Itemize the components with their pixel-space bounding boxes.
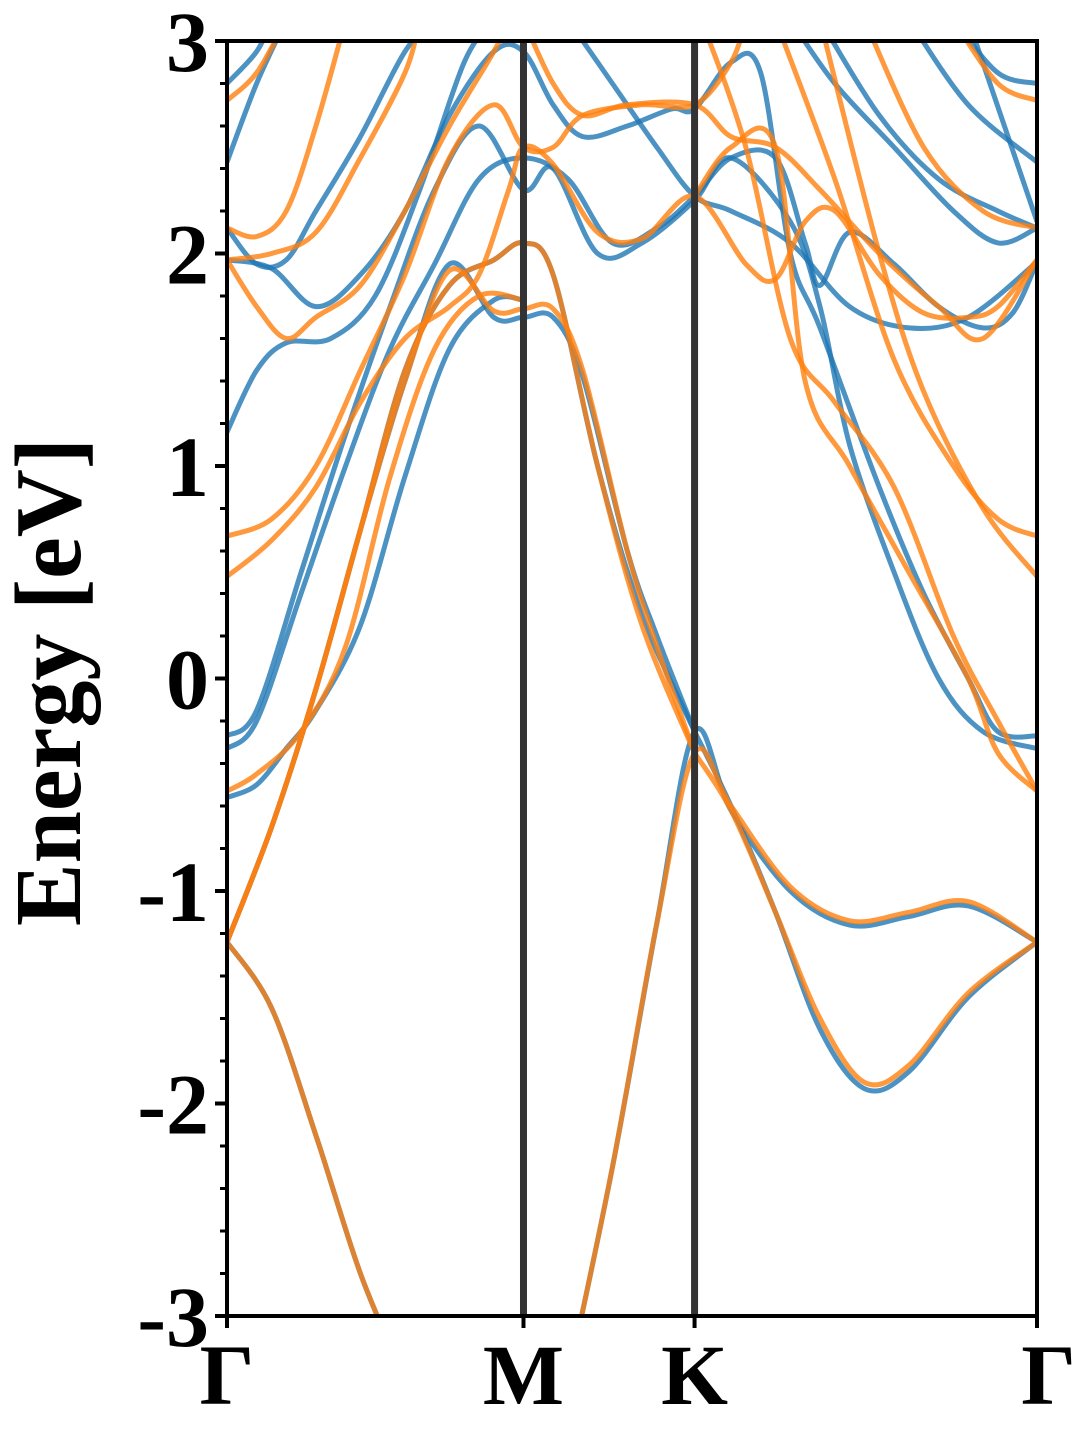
band-line xyxy=(227,41,479,434)
band-line xyxy=(780,41,1037,539)
series-a xyxy=(227,41,1037,1316)
band-line xyxy=(227,41,266,86)
y-tick-label: 2 xyxy=(166,207,209,303)
x-tick-label-Γ: Γ xyxy=(200,1327,255,1423)
bands-layer xyxy=(227,41,1037,1316)
y-tick-label: 1 xyxy=(166,419,209,515)
band-line xyxy=(706,41,1037,793)
band-line xyxy=(966,41,1037,86)
band-line xyxy=(227,41,743,539)
band-line xyxy=(579,41,1037,331)
band-line xyxy=(964,41,1037,103)
band-line xyxy=(227,41,279,103)
y-tick-label: 3 xyxy=(166,0,209,90)
band-line xyxy=(227,41,416,270)
y-axis: -3 -2 -1 0 1 2 3 xyxy=(137,0,227,1365)
band-line xyxy=(692,125,1037,793)
x-tick-label-Γ: Γ xyxy=(1021,1327,1076,1423)
x-tick-label-K: K xyxy=(661,1327,728,1423)
band-line xyxy=(227,41,343,240)
band-line xyxy=(829,41,1037,231)
band-line xyxy=(227,41,279,163)
y-axis-label: Energy [eV] xyxy=(0,438,101,926)
band-line xyxy=(227,290,524,794)
band-line xyxy=(227,940,380,1316)
band-line xyxy=(692,751,1037,1088)
band-line xyxy=(822,41,1037,579)
y-tick-label: 0 xyxy=(166,632,209,728)
band-line xyxy=(579,746,1037,1316)
band-line xyxy=(579,726,1037,1316)
x-tick-label-M: M xyxy=(483,1327,564,1423)
band-line xyxy=(529,41,1037,343)
kpoint-lines xyxy=(519,41,699,1316)
y-tick-label: -3 xyxy=(137,1269,209,1365)
y-tick-label: -1 xyxy=(137,844,209,940)
band-line xyxy=(919,41,1037,165)
band-line xyxy=(972,41,1037,223)
band-line xyxy=(870,41,1037,231)
y-tick-label: -2 xyxy=(137,1057,209,1153)
band-line xyxy=(801,41,1037,246)
band-line xyxy=(227,143,1037,579)
band-line xyxy=(227,41,503,342)
band-line xyxy=(227,41,418,263)
series-b xyxy=(227,41,1037,1316)
plot-frame xyxy=(225,39,1039,1318)
band-line xyxy=(227,294,524,800)
